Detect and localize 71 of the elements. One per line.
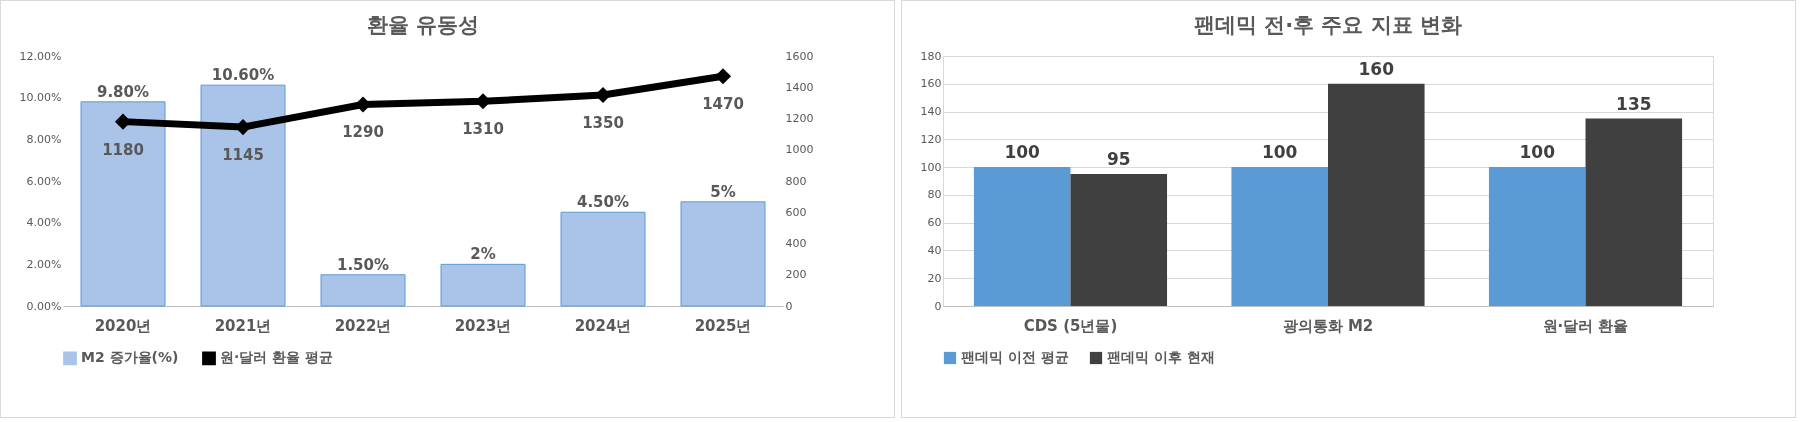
legend-label: 원·달러 환율 평균 — [220, 349, 334, 366]
legend-label: M2 증가율(%) — [81, 349, 179, 366]
chart-title: 팬데믹 전·후 주요 지표 변화 — [1193, 13, 1463, 37]
y-tick-label: 6.00% — [26, 174, 62, 188]
y2-tick-label: 1400 — [785, 80, 814, 94]
data-label: 2% — [470, 245, 496, 264]
y-tick-label: 140 — [920, 105, 942, 119]
x-tick-label: 2020년 — [94, 316, 152, 335]
x-tick-label: 2023년 — [454, 316, 512, 335]
bar — [973, 167, 1071, 306]
x-tick-label: 2024년 — [574, 316, 632, 335]
y2-tick-label: 1000 — [785, 143, 814, 157]
y2-tick-label: 1200 — [785, 112, 814, 125]
data-label: 100 — [1004, 142, 1041, 163]
bar — [440, 263, 526, 307]
y-tick-label: 12.00% — [19, 49, 62, 63]
data-label: 1180 — [102, 140, 144, 159]
bar — [560, 211, 646, 307]
y2-tick-label: 0 — [785, 299, 793, 313]
data-label: 9.80% — [96, 82, 150, 101]
y-tick-label: 8.00% — [26, 132, 62, 146]
y-tick-label: 120 — [920, 132, 942, 146]
bar — [680, 201, 766, 307]
bar — [1070, 174, 1168, 306]
y-tick-label: 0 — [934, 299, 942, 313]
y2-tick-label: 400 — [785, 237, 807, 250]
data-label: 1350 — [582, 114, 624, 133]
data-label: 1310 — [462, 120, 504, 139]
bar — [80, 101, 166, 307]
x-tick-label: 원·달러 환율 — [1542, 316, 1629, 335]
y2-tick-label: 200 — [785, 268, 807, 282]
y2-tick-label: 800 — [785, 174, 807, 188]
x-tick-label: 광의통화 M2 — [1282, 316, 1374, 335]
x-tick-label: 2025년 — [694, 316, 752, 335]
y-tick-label: 20 — [927, 271, 942, 285]
data-label: 4.50% — [576, 193, 630, 212]
data-label: 100 — [1261, 142, 1298, 163]
data-label: 1290 — [342, 123, 384, 142]
legend-label: 팬데믹 이후 현재 — [1107, 349, 1215, 365]
x-tick-label: CDS (5년물) — [1023, 316, 1118, 335]
bar — [1328, 83, 1425, 306]
data-label: 100 — [1519, 142, 1556, 163]
chart-title: 환율 유동성 — [366, 13, 480, 37]
y-tick-label: 80 — [927, 188, 942, 202]
y-tick-label: 100 — [920, 160, 942, 174]
bar — [1585, 118, 1683, 306]
y2-tick-label: 1600 — [785, 49, 814, 63]
data-label: 1145 — [222, 146, 264, 165]
y-tick-label: 10.00% — [19, 91, 62, 105]
y-tick-label: 40 — [927, 243, 942, 257]
y-tick-label: 0.00% — [26, 299, 62, 313]
x-tick-label: 2021년 — [214, 316, 272, 335]
y-tick-label: 4.00% — [26, 216, 62, 230]
y-tick-label: 2.00% — [26, 257, 62, 271]
data-label: 10.60% — [211, 66, 275, 85]
bar — [1488, 167, 1586, 306]
y-tick-label: 180 — [920, 49, 942, 63]
bar — [1231, 167, 1328, 306]
x-tick-label: 2022년 — [334, 316, 392, 335]
data-label: 160 — [1358, 58, 1395, 79]
data-label: 1470 — [702, 95, 744, 114]
y-tick-label: 60 — [927, 216, 942, 230]
data-label: 5% — [710, 182, 736, 201]
data-label: 1.50% — [336, 255, 390, 274]
bar — [200, 84, 286, 307]
bar — [320, 274, 406, 307]
y-tick-label: 160 — [920, 77, 942, 91]
y2-tick-label: 600 — [785, 205, 807, 219]
data-label: 135 — [1616, 93, 1652, 114]
legend-label: 팬데믹 이전 평균 — [961, 349, 1069, 365]
data-label: 95 — [1106, 149, 1131, 170]
